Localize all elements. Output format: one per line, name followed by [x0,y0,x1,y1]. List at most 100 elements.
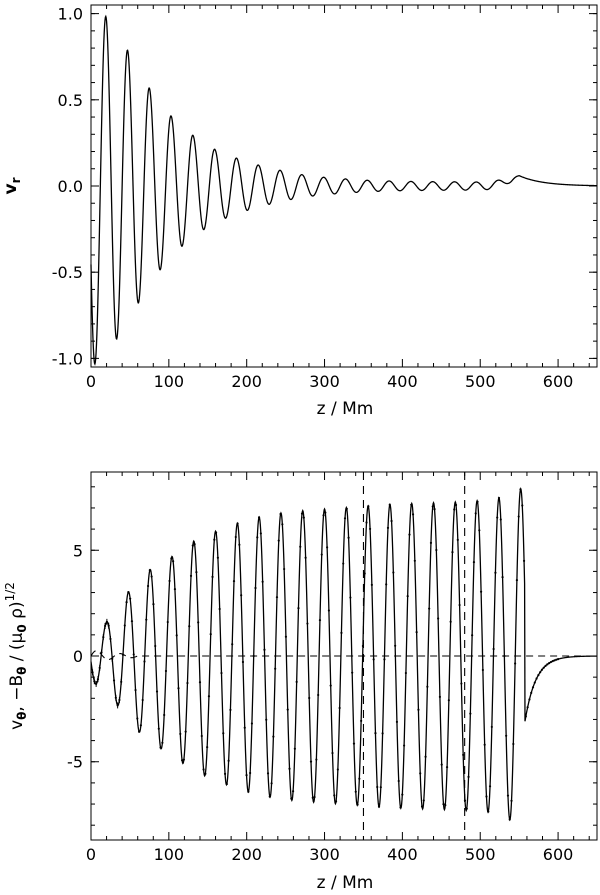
btheta-point [397,779,400,783]
bottom-x-tick-label: 200 [231,845,262,864]
btheta-point [281,523,284,526]
btheta-point [499,518,502,521]
btheta-point [519,488,522,491]
btheta-point [275,596,279,599]
btheta-point [514,662,517,665]
bottom-x-tick-label: 600 [543,845,574,864]
btheta-point [286,708,289,711]
btheta-point [361,644,365,648]
btheta-point [485,795,488,798]
btheta-point [467,775,470,779]
btheta-point [408,533,411,536]
btheta-point [268,795,271,798]
btheta-point [143,660,146,663]
btheta-point [291,790,295,793]
btheta-point [213,538,216,541]
btheta-point [390,519,393,523]
btheta-point [422,799,425,802]
btheta-point [232,580,236,583]
btheta-point [290,797,293,800]
btheta-point [155,690,159,693]
btheta-point [252,654,255,658]
top-x-axis-label: z / Mm [317,399,374,419]
top-x-tick-label: 600 [543,372,574,391]
btheta-point [490,725,493,729]
btheta-point [431,505,434,508]
btheta-point [154,644,157,648]
btheta-point [537,674,540,677]
btheta-point [424,755,427,758]
btheta-point [195,570,198,574]
btheta-point [481,668,484,672]
btheta-point [265,718,268,721]
btheta-point [533,681,536,684]
btheta-point [311,796,314,799]
bottom-x-tick-label: 500 [465,845,496,864]
btheta-point [540,668,544,671]
ylabel-mu: μ [7,632,27,643]
btheta-point [345,507,348,510]
top-plot-frame [90,4,598,368]
btheta-point [302,516,305,519]
btheta-point [329,684,332,687]
btheta-point [347,536,350,539]
btheta-point [531,686,535,689]
btheta-point [218,607,221,611]
btheta-point [351,671,354,674]
btheta-point [363,572,366,575]
btheta-point [211,575,214,579]
top-chart: 0 100 200 300 400 500 600 -1.0 -0.5 0.0 0.5 1.0 z /… [1,4,598,419]
btheta-point [435,548,438,552]
bottom-ticks: 0 100 200 300 400 500 600 -5 0 5 [67,472,597,864]
btheta-point [186,681,189,685]
btheta-point [277,539,280,542]
bottom-y-tick-label: 0 [73,647,83,666]
svg-text:vr: vr [1,177,23,194]
btheta-point [413,559,416,562]
btheta-point [177,687,180,690]
btheta-point [442,803,445,806]
btheta-point [297,607,300,610]
top-x-tick-label: 0 [86,372,96,391]
btheta-point [510,799,513,802]
btheta-point [474,512,477,515]
btheta-point [358,777,361,780]
btheta-point [501,575,504,579]
btheta-point [129,597,132,600]
top-y-tick-label: -1.0 [52,349,83,368]
btheta-point [256,536,259,539]
btheta-point [295,680,298,683]
btheta-point [168,579,171,583]
btheta-point [492,647,495,651]
vtheta-series-line [90,487,597,822]
btheta-point [458,603,461,607]
btheta-point [508,818,511,821]
btheta-point [189,574,193,577]
btheta-point [403,744,406,747]
btheta-point [549,660,553,664]
btheta-point [377,805,381,808]
btheta-point [327,609,330,612]
btheta-point [381,732,384,735]
btheta-point [179,732,182,736]
btheta-point [238,543,241,546]
btheta-point [343,517,347,520]
btheta-point [299,545,302,548]
bottom-chart: 0 100 200 300 400 500 600-505 z / Mm vθ, −Bθ /… [3,471,598,893]
btheta-point [227,759,230,762]
btheta-point [300,512,304,515]
btheta-point [522,559,526,562]
btheta-point [512,742,515,746]
btheta-point [216,556,219,559]
btheta-point [444,803,447,807]
btheta-point [163,713,166,717]
btheta-point [225,782,228,786]
btheta-point [360,719,363,722]
btheta-point [207,695,211,698]
btheta-point [544,664,547,668]
btheta-point [272,735,275,738]
btheta-point [315,758,318,761]
btheta-point [352,742,356,745]
btheta-point [193,543,196,546]
btheta-point [180,759,184,762]
